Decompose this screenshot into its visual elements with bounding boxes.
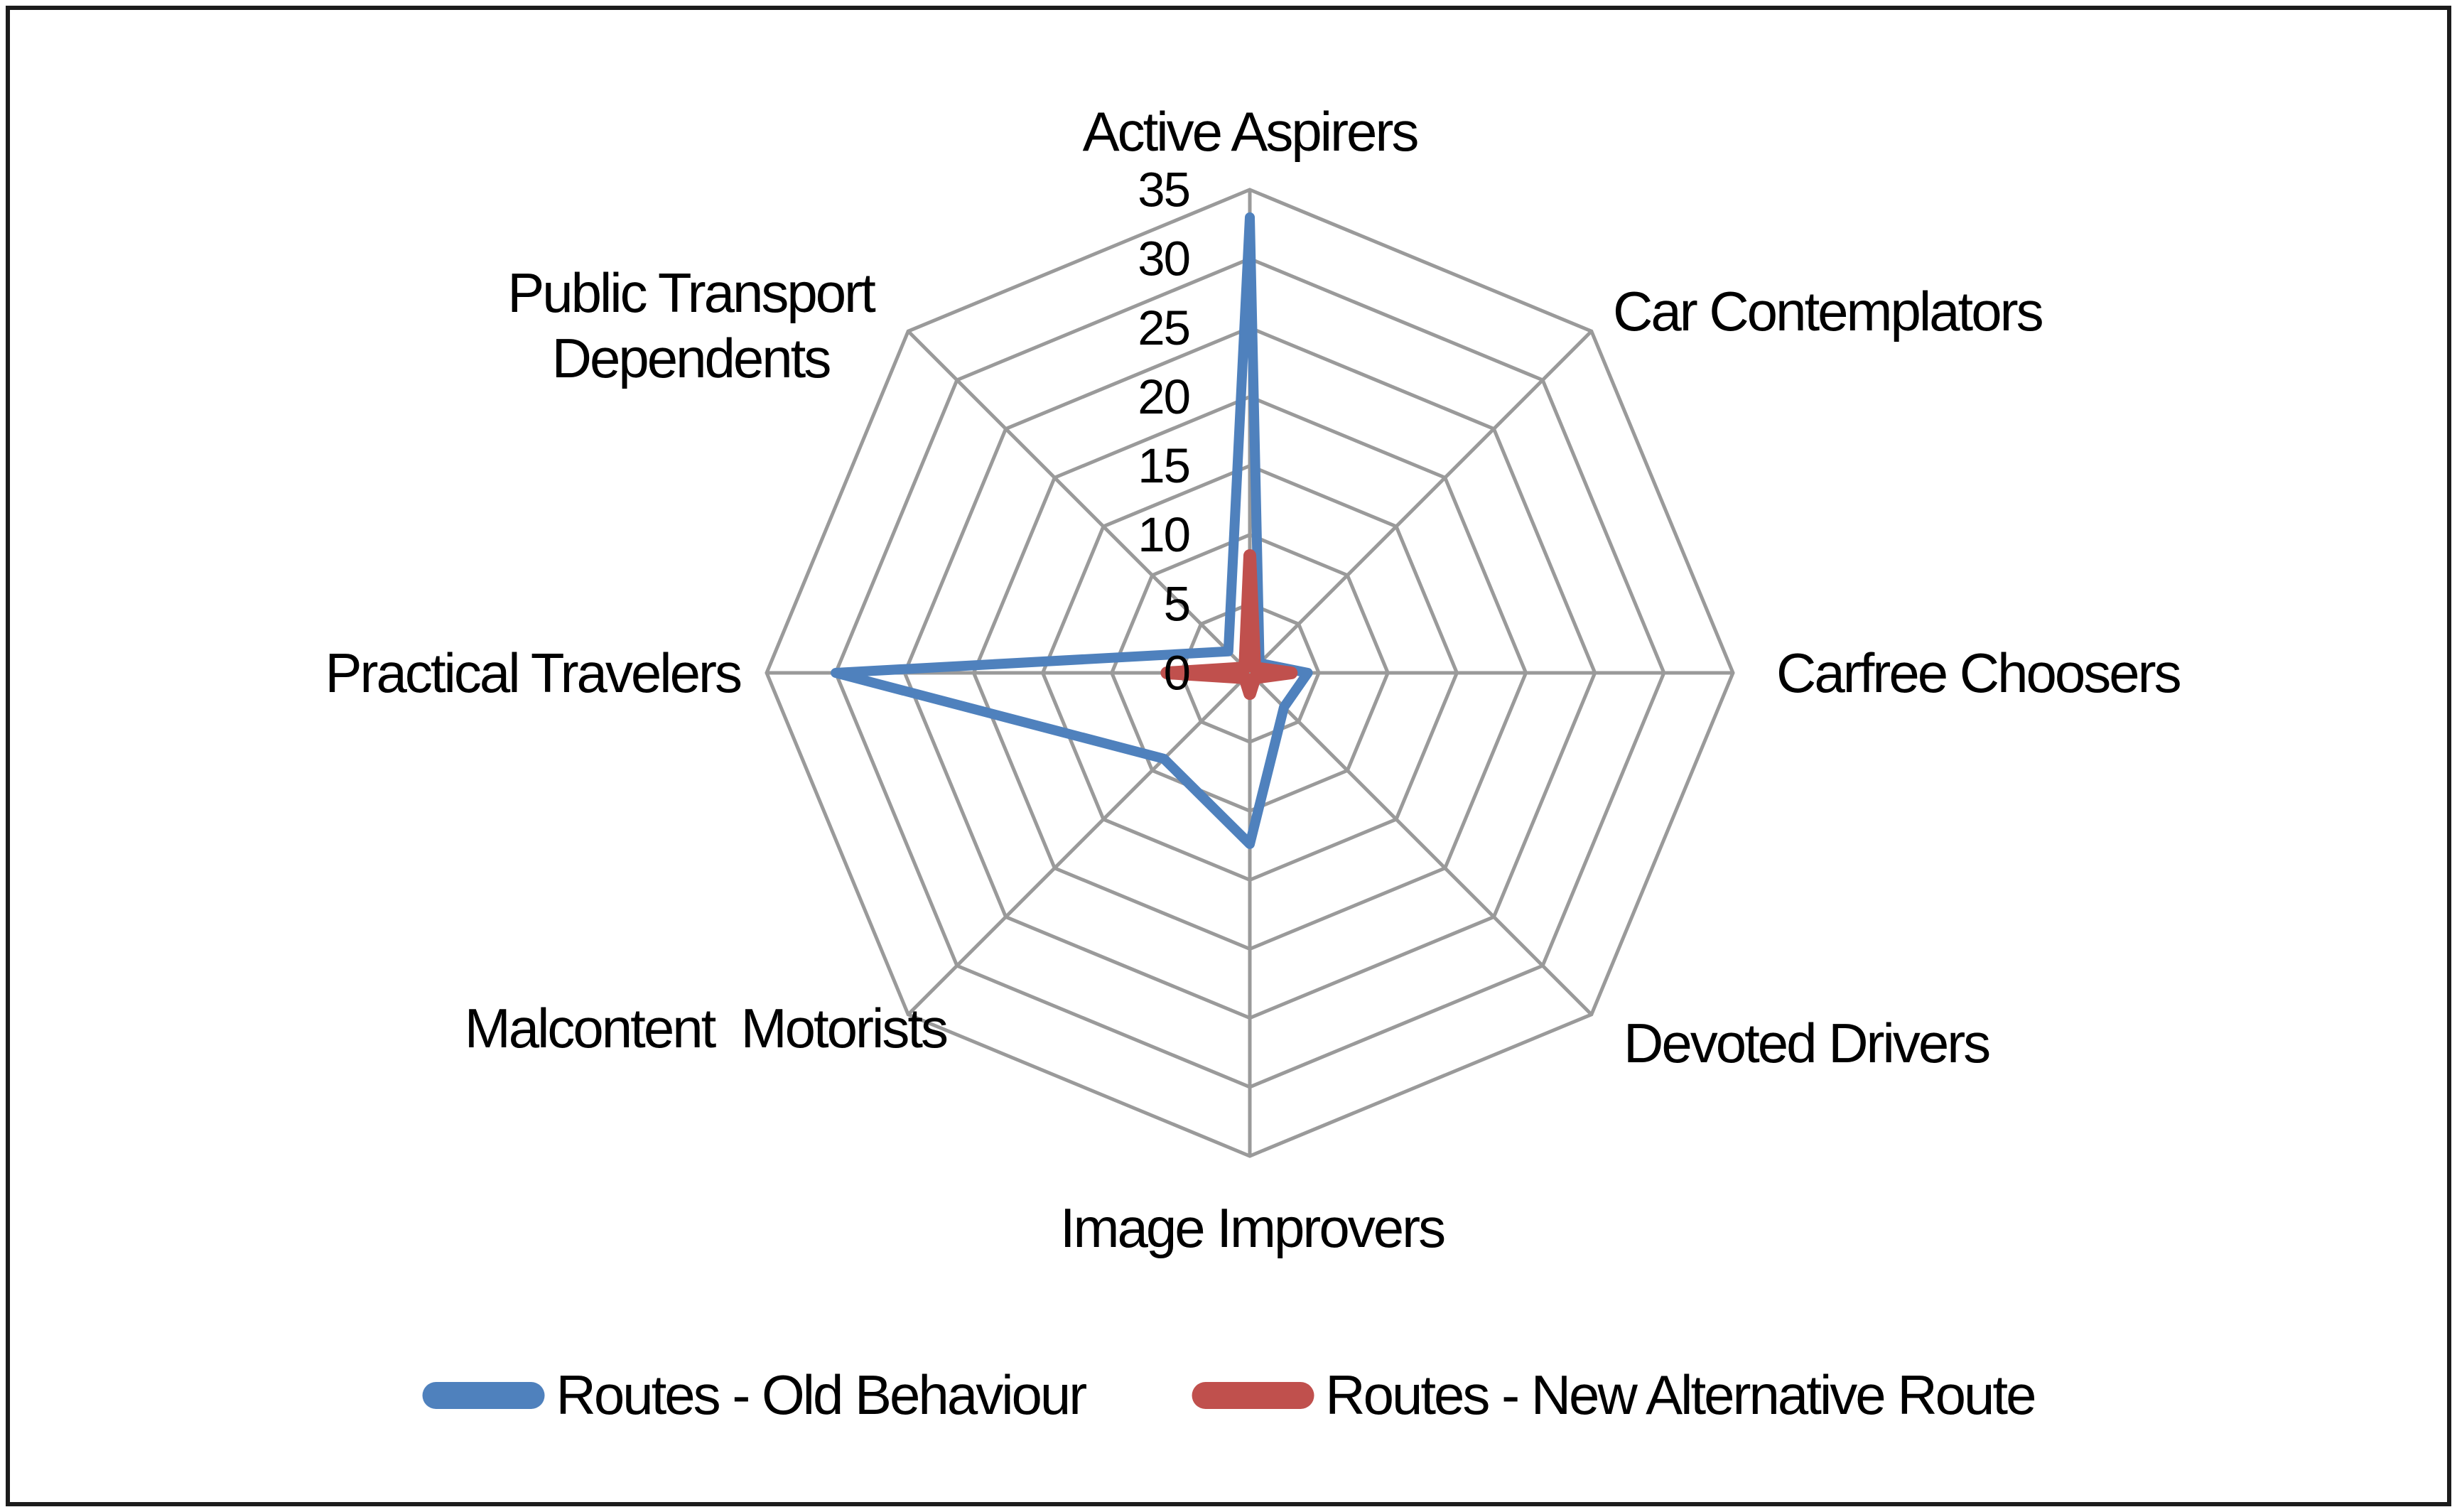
category-label: Malcontent Motorists [465,997,947,1059]
legend-item-new-alternative-route: Routes - New Alternative Route [1192,1363,2036,1427]
axis-tick-label: 0 [1164,646,1189,701]
legend-item-old-behaviour: Routes - Old Behaviour [422,1363,1088,1427]
axis-tick-label: 15 [1138,438,1189,493]
legend-swatch-blue-line-icon [422,1381,545,1409]
category-label: Practical Travelers [325,642,741,704]
category-label: Carfree Choosers [1776,642,2181,704]
category-label: Public Transport [507,261,876,324]
axis-tick-label: 25 [1138,301,1189,355]
chart-legend: Routes - Old Behaviour Routes - New Alte… [422,1363,2036,1427]
category-label: Dependents [552,327,831,389]
axis-tick-label: 35 [1138,163,1189,217]
grid-spoke [1248,330,1593,674]
axis-tick-label: 10 [1138,507,1189,562]
grid-spoke [1248,671,1593,1016]
grid-spoke [907,671,1251,1016]
series-line-old-behaviour [831,212,1313,849]
category-label: Devoted Drivers [1624,1012,1989,1074]
axis-tick-label: 20 [1138,369,1189,424]
grid-spoke [907,330,1251,674]
axis-tick-label: 30 [1138,232,1189,286]
axis-tick-label: 5 [1164,576,1189,631]
category-label: Active Aspirers [1083,100,1418,163]
legend-swatch-red-line-icon [1192,1381,1314,1409]
category-label: Car Contemplators [1613,280,2043,342]
series-line-new-alternative-route [1160,549,1298,701]
legend-label: Routes - New Alternative Route [1325,1364,2036,1426]
legend-label: Routes - Old Behaviour [556,1364,1088,1426]
category-label: Image Improvers [1060,1197,1444,1259]
